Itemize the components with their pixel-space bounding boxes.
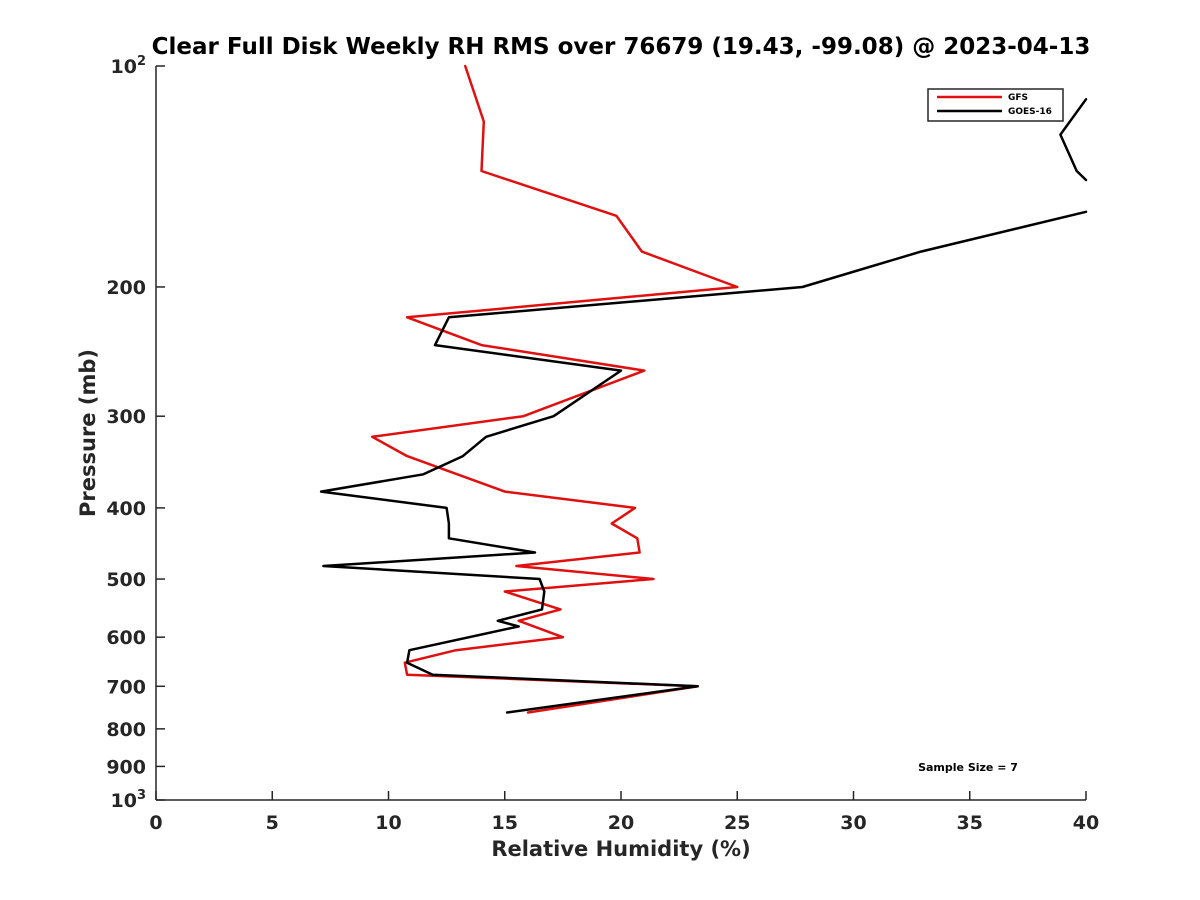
series-line-gfs — [370, 64, 739, 714]
y-tick-label: 200 — [106, 277, 146, 299]
legend: GFS GOES-16 — [927, 88, 1064, 122]
y-tick-exponent: 3 — [137, 788, 146, 803]
y-tick-exponent: 2 — [137, 54, 146, 69]
x-axis-ticks: 0 5 10 15 20 25 30 35 40 — [149, 791, 1099, 834]
x-tick-label: 15 — [492, 812, 518, 834]
x-axis-label: Relative Humidity (%) — [491, 837, 750, 861]
y-axis-label: Pressure (mb) — [76, 349, 100, 517]
plot-area — [155, 66, 1086, 801]
series-line-goes-16 — [1059, 98, 1088, 182]
y-tick-label: 800 — [106, 719, 146, 741]
y-tick-base: 10 — [111, 790, 137, 812]
y-tick-label: 600 — [106, 627, 146, 649]
sample-size-annotation: Sample Size = 7 — [918, 761, 1018, 774]
y-tick-label: 400 — [106, 498, 146, 520]
y-tick-label: 500 — [106, 569, 146, 591]
x-tick-label: 25 — [724, 812, 750, 834]
series-layer — [319, 64, 1088, 714]
y-tick-label: 900 — [106, 756, 146, 778]
y-tick-label: 103 — [111, 788, 147, 812]
x-tick-label: 20 — [608, 812, 634, 834]
y-tick-base: 10 — [111, 56, 137, 78]
x-tick-label: 5 — [266, 812, 279, 834]
x-tick-label: 40 — [1073, 812, 1099, 834]
y-tick-label: 102 — [111, 54, 147, 78]
x-tick-label: 30 — [840, 812, 866, 834]
x-tick-label: 10 — [375, 812, 401, 834]
y-tick-label: 300 — [106, 406, 146, 428]
chart-title: Clear Full Disk Weekly RH RMS over 76679… — [152, 34, 1091, 60]
y-tick-label: 700 — [106, 676, 146, 698]
legend-label-goes16: GOES-16 — [1008, 107, 1052, 117]
legend-label-gfs: GFS — [1008, 93, 1028, 103]
x-tick-label: 35 — [957, 812, 983, 834]
series-line-goes-16 — [319, 210, 1088, 714]
x-tick-label: 0 — [149, 812, 162, 834]
legend-box — [927, 88, 1064, 122]
